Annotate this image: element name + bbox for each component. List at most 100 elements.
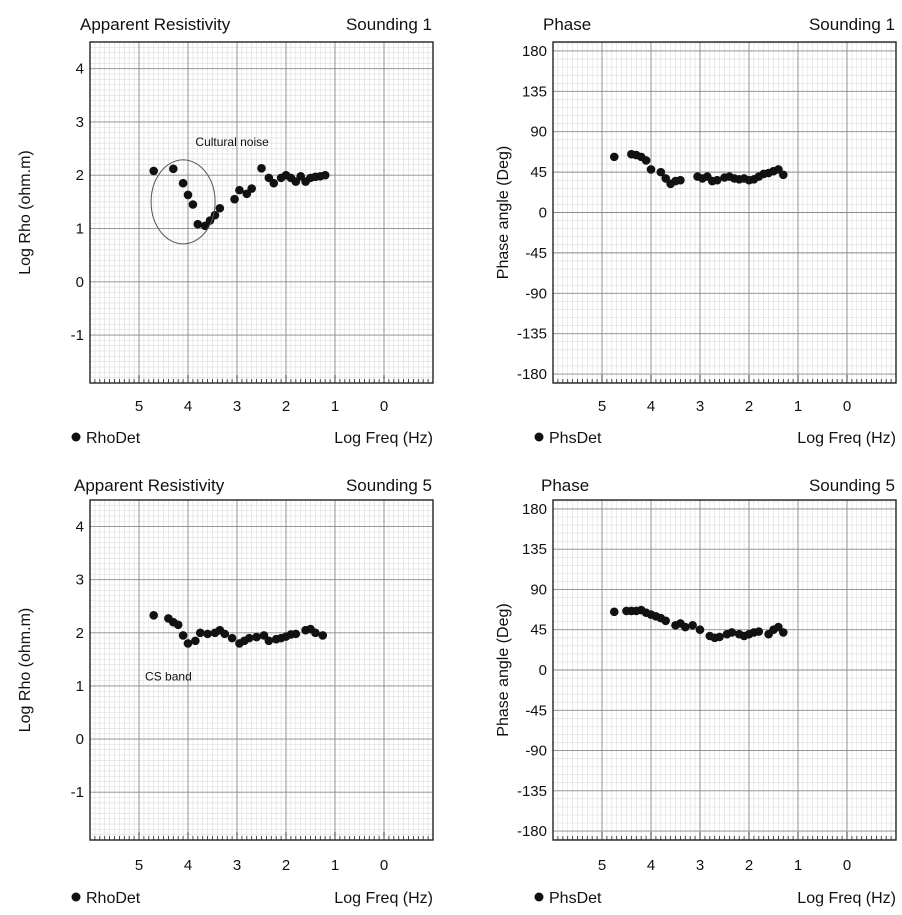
annotation-label: CS band (145, 670, 192, 684)
data-point (641, 156, 651, 165)
data-point (695, 625, 705, 635)
data-series (149, 163, 330, 231)
x-tick-label: 2 (282, 398, 290, 415)
y-tick-label: 45 (530, 164, 547, 181)
chart-title: Phase (541, 476, 589, 495)
x-tick-label: 1 (794, 857, 802, 874)
data-point (230, 194, 239, 204)
y-tick-label: 2 (76, 625, 84, 642)
chart-subtitle: Sounding 1 (346, 15, 432, 34)
data-point (609, 152, 619, 162)
y-tick-label: 135 (522, 541, 547, 558)
data-point (149, 166, 158, 176)
data-point (291, 629, 301, 639)
data-point (169, 164, 178, 174)
y-tick-label: 0 (76, 731, 84, 748)
x-axis-ruler (552, 832, 897, 840)
y-tick-label: 1 (76, 220, 84, 237)
data-point (149, 610, 158, 620)
y-tick-label: 0 (539, 205, 547, 222)
x-axis-ruler (89, 832, 434, 840)
chart-title: Phase (543, 15, 591, 34)
y-tick-label: 3 (76, 572, 84, 589)
x-axis-ruler (552, 375, 897, 383)
data-series (609, 605, 788, 643)
data-point (257, 163, 266, 173)
x-tick-label: 3 (233, 398, 241, 415)
y-tick-label: 180 (522, 501, 547, 518)
y-axis-label: Phase angle (Deg) (495, 146, 512, 279)
legend-label: RhoDet (86, 430, 141, 447)
data-series (149, 610, 328, 648)
data-point (688, 620, 697, 630)
y-tick-label: 0 (539, 662, 547, 679)
data-point (188, 200, 198, 209)
data-point (244, 633, 254, 643)
data-point (210, 210, 220, 220)
data-point (178, 631, 188, 640)
x-axis-ruler (89, 375, 434, 383)
x-axis-label: Log Freq (Hz) (334, 890, 433, 907)
data-point (676, 175, 685, 185)
x-tick-label: 5 (598, 857, 606, 874)
data-point (227, 633, 237, 643)
y-tick-label: -90 (525, 743, 547, 760)
y-tick-label: -180 (517, 823, 547, 840)
legend-marker (534, 892, 544, 902)
y-tick-label: -1 (71, 327, 84, 344)
y-tick-label: 0 (76, 274, 84, 291)
y-tick-label: -90 (525, 285, 547, 302)
major-grid (553, 500, 896, 840)
data-point (220, 629, 230, 639)
legend-label: PhsDet (549, 430, 602, 447)
chart-panel-2: 5 4 3 2 1 0 180 135 90 45 0 -45 -90 -135 -180 Phase Soun… (495, 15, 897, 447)
data-point (215, 203, 225, 213)
data-point (609, 607, 619, 617)
data-point (712, 175, 722, 185)
data-point (646, 165, 656, 174)
data-point (195, 628, 205, 638)
chart-subtitle: Sounding 5 (346, 476, 432, 495)
x-tick-label: 1 (794, 398, 802, 415)
x-tick-label: 2 (745, 857, 753, 874)
y-tick-label: 2 (76, 167, 84, 184)
x-tick-label: 0 (843, 398, 851, 415)
data-point (183, 639, 193, 648)
data-point (727, 628, 737, 637)
legend-label: PhsDet (549, 890, 602, 907)
x-tick-label: 3 (233, 857, 241, 874)
data-point (661, 616, 670, 626)
legend-marker (71, 432, 81, 442)
data-point (715, 632, 724, 642)
data-series (609, 149, 788, 189)
data-point (193, 219, 203, 229)
y-tick-label: 90 (530, 124, 547, 141)
data-point (203, 629, 212, 639)
x-tick-label: 0 (380, 857, 388, 874)
x-tick-label: 2 (745, 398, 753, 415)
data-point (656, 167, 666, 177)
data-point (191, 636, 200, 646)
x-tick-label: 4 (647, 398, 655, 415)
x-tick-label: 4 (647, 857, 655, 874)
x-tick-label: 5 (135, 398, 143, 415)
x-axis-label: Log Freq (Hz) (334, 430, 433, 447)
data-point (264, 636, 274, 646)
y-tick-label: 1 (76, 678, 84, 695)
x-tick-label: 0 (380, 398, 388, 415)
data-point (318, 631, 328, 640)
y-tick-label: 135 (522, 83, 547, 100)
data-point (235, 185, 244, 195)
data-point (183, 190, 193, 200)
x-tick-label: 3 (696, 857, 704, 874)
x-tick-label: 1 (331, 398, 339, 415)
legend-label: RhoDet (86, 890, 141, 907)
y-axis-label: Phase angle (Deg) (495, 603, 512, 736)
x-axis-label: Log Freq (Hz) (797, 430, 896, 447)
noise-ellipse (150, 159, 216, 245)
major-grid (90, 42, 433, 383)
y-tick-label: 90 (530, 581, 547, 598)
data-point (320, 170, 330, 180)
data-point (681, 622, 690, 632)
